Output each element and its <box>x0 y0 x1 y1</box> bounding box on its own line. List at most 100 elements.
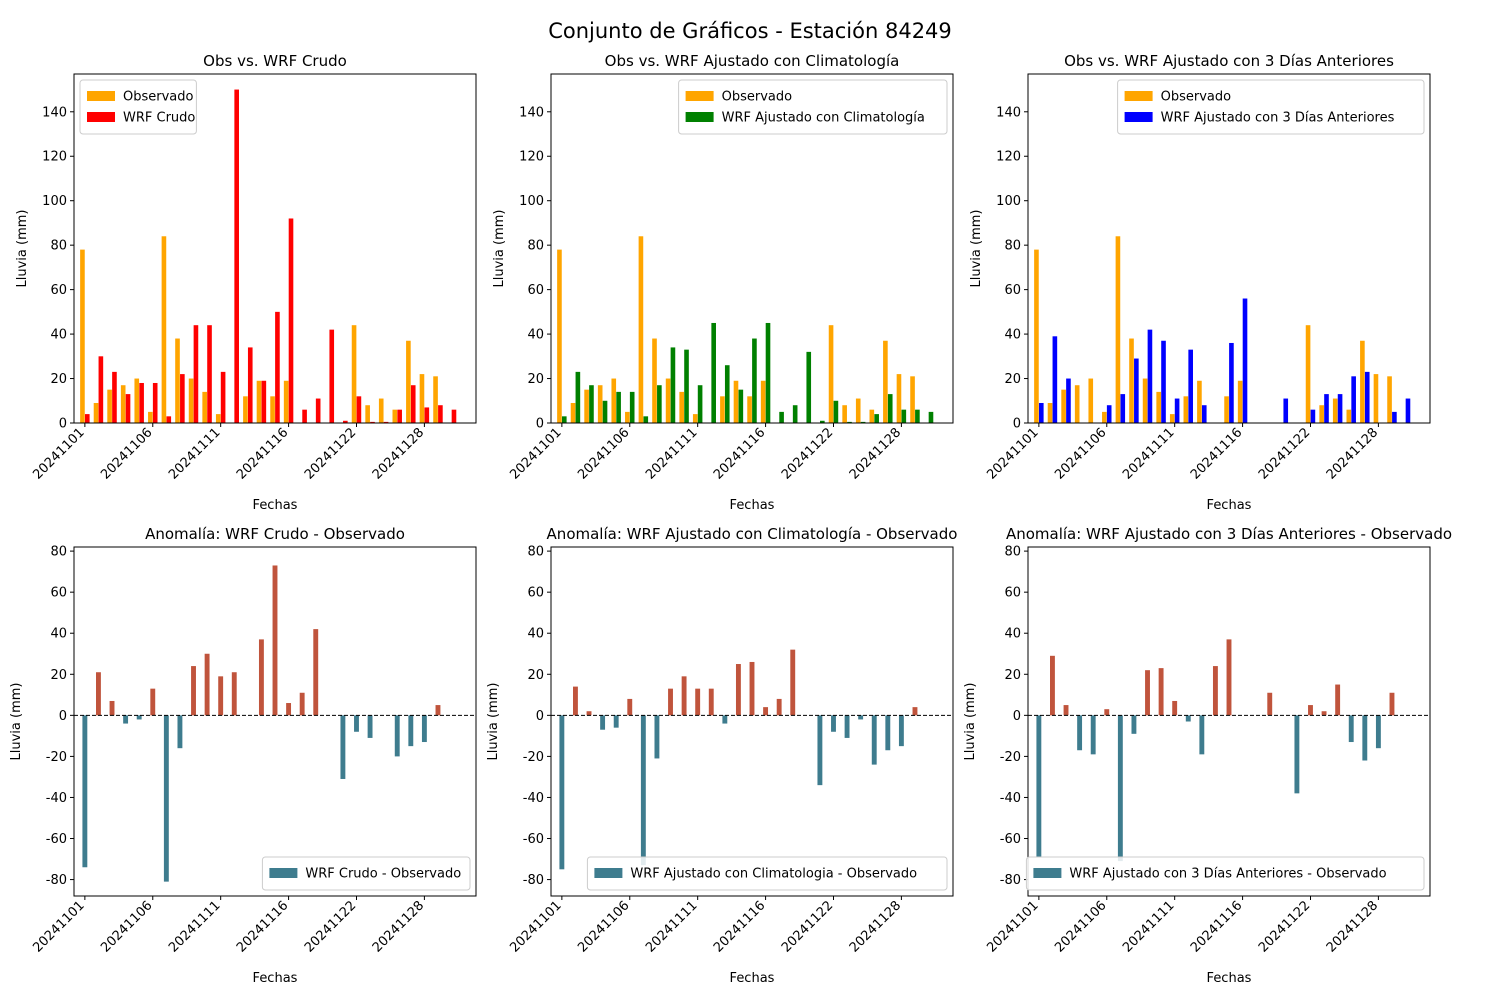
y-axis-label: Lluvia (mm) <box>492 210 507 288</box>
y-axis-label: Lluvia (mm) <box>15 210 30 288</box>
anomaly-bar <box>1104 709 1110 716</box>
anomaly-bar <box>177 715 183 749</box>
bar-wrf <box>261 380 267 423</box>
bar-observado <box>1224 396 1229 423</box>
anomaly-bar <box>82 715 88 868</box>
panel-title: Obs vs. WRF Ajustado con Climatología <box>605 52 900 70</box>
bar-observado <box>120 385 126 423</box>
bar-wrf <box>125 394 131 423</box>
bar-wrf <box>275 311 280 423</box>
anomaly-bar <box>150 688 156 716</box>
anomaly-bar <box>559 715 565 870</box>
bar-wrf <box>779 411 784 423</box>
anomaly-bar <box>313 629 319 716</box>
x-axis-label: Fechas <box>253 498 298 513</box>
legend-box <box>79 79 197 135</box>
bar-wrf <box>684 349 689 423</box>
bar-observado <box>148 411 153 423</box>
anomaly-bar <box>735 664 741 716</box>
bar-observado <box>161 236 167 423</box>
anomaly-bar <box>204 653 210 716</box>
bar-observado <box>80 249 85 423</box>
y-tick-label: 40 <box>1004 328 1021 343</box>
x-axis-label: Fechas <box>730 498 775 513</box>
anomaly-bar <box>299 692 305 716</box>
axes-frame <box>73 546 477 897</box>
anomaly-bar <box>708 688 714 716</box>
bar-observado <box>215 414 221 423</box>
bar-observado <box>1047 402 1053 423</box>
anomaly-bar <box>1226 639 1232 716</box>
bar-observado <box>692 414 698 423</box>
bar-wrf <box>139 382 144 423</box>
y-tick-label: 0 <box>536 709 544 724</box>
bar-wrf <box>1052 336 1058 423</box>
y-tick-label: 60 <box>50 586 67 601</box>
bar-wrf <box>288 218 294 423</box>
y-tick-label: 80 <box>50 239 67 254</box>
anomaly-bar <box>858 715 864 720</box>
legend-entry: Observado <box>722 90 793 105</box>
anomaly-bar <box>408 715 414 747</box>
legend-swatch <box>1124 91 1153 101</box>
anomaly-bar <box>1077 715 1083 751</box>
bar-observado <box>1142 378 1148 423</box>
bar-wrf <box>343 420 348 423</box>
anomaly-bar <box>1267 692 1273 716</box>
y-tick-label: 60 <box>1004 586 1021 601</box>
bar-wrf <box>602 400 608 423</box>
anomaly-bar <box>749 661 755 716</box>
anomaly-bar <box>340 715 346 779</box>
bar-wrf <box>1188 349 1193 423</box>
bar-wrf <box>860 421 866 423</box>
y-tick-label: -40 <box>523 791 544 806</box>
anomaly-bar <box>163 715 169 882</box>
bar-observado <box>419 374 425 423</box>
anomaly-bar <box>627 698 633 716</box>
anomaly-bar <box>586 711 592 716</box>
y-tick-label: 80 <box>527 239 544 254</box>
bar-observado <box>570 402 576 423</box>
anomaly-bar <box>831 715 836 732</box>
y-tick-label: -60 <box>46 832 67 847</box>
y-tick-label: 20 <box>1004 668 1021 683</box>
bar-observado <box>1088 378 1094 423</box>
panel-title: Anomalía: WRF Ajustado con 3 Días Anteri… <box>1006 525 1452 543</box>
bar-observado <box>828 325 834 423</box>
anomaly-bar <box>1308 705 1313 716</box>
bar-observado <box>747 396 752 423</box>
bar-wrf <box>180 374 185 423</box>
bar-wrf <box>887 394 893 423</box>
anomaly-bar <box>898 715 904 747</box>
legend-swatch <box>87 112 115 122</box>
anomaly-bar <box>640 715 646 866</box>
y-tick-label: -40 <box>1000 791 1021 806</box>
y-tick-label: 80 <box>1004 239 1021 254</box>
anomaly-bar <box>817 715 823 786</box>
bar-observado <box>1061 389 1066 423</box>
y-tick-label: 60 <box>50 283 67 298</box>
bar-wrf <box>220 371 226 423</box>
y-axis-label: Lluvia (mm) <box>9 683 24 761</box>
y-tick-label: 40 <box>527 627 544 642</box>
legend-box <box>261 856 471 891</box>
bar-observado <box>1305 325 1311 423</box>
legend-box <box>1025 856 1425 891</box>
anomaly-bar <box>1294 715 1300 794</box>
bar-observado <box>392 409 398 423</box>
bar-observado <box>351 325 357 423</box>
anomaly-bar <box>1172 700 1178 716</box>
y-tick-label: 20 <box>1004 372 1021 387</box>
anomaly-bar <box>354 715 359 732</box>
y-tick-label: 120 <box>519 150 544 165</box>
bar-observado <box>1332 398 1338 423</box>
anomaly-bar <box>1362 715 1368 761</box>
anomaly-bar <box>776 698 782 716</box>
bar-observado <box>1115 236 1121 423</box>
bar-observado <box>1237 380 1243 423</box>
y-tick-label: -60 <box>1000 832 1021 847</box>
bar-wrf <box>1201 405 1207 423</box>
bar-observado <box>1319 405 1324 423</box>
